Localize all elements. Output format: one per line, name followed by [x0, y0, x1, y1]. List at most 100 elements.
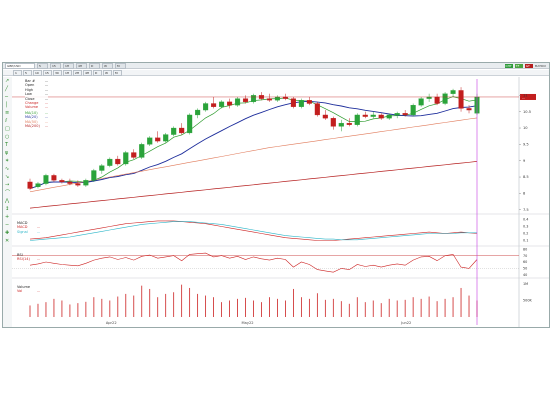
volume-bar: [468, 295, 470, 317]
volume-bar: [165, 293, 167, 317]
symbol-field[interactable]: GBP/USD: [5, 63, 35, 69]
zoom-in-tool-icon[interactable]: +: [5, 214, 10, 220]
candle-body: [59, 180, 65, 183]
ma-label: MA(20): [25, 115, 38, 120]
ohlc-value: ...: [45, 101, 49, 106]
arrow-tool-icon[interactable]: ↗: [5, 78, 10, 84]
ohlc-value: ...: [45, 87, 49, 92]
ohlc-label: Volume: [25, 105, 39, 110]
period-button-w[interactable]: W: [102, 63, 113, 69]
matrix-label[interactable]: MATRIX: [534, 63, 546, 68]
candle-body: [458, 90, 464, 109]
cross-tool-icon[interactable]: ✚: [5, 230, 10, 236]
pitchfork-tool-icon[interactable]: ψ: [5, 150, 9, 156]
volume-bar: [428, 296, 430, 317]
rsi-tick-label: 40: [523, 273, 527, 277]
delete-tool-icon[interactable]: ✕: [5, 238, 10, 244]
ohlc-label: High: [25, 87, 34, 92]
period-button-15[interactable]: 15: [50, 63, 61, 69]
text-tool-icon[interactable]: T: [5, 142, 9, 148]
rsi-value: ...: [37, 257, 41, 262]
ellipse-tool-icon[interactable]: ○: [5, 134, 10, 140]
candle-body: [402, 113, 408, 116]
volume-bar: [293, 288, 294, 317]
tf-30[interactable]: 30: [53, 69, 62, 76]
macd-tick-label: 0.3: [523, 225, 528, 229]
line-tool-icon[interactable]: ╱: [5, 86, 9, 92]
candle-body: [338, 122, 344, 127]
volume-bar: [364, 302, 366, 317]
candle-body: [266, 98, 273, 101]
fib-tool-icon[interactable]: ≡: [5, 110, 10, 116]
zoom-out-tool-icon[interactable]: −: [5, 222, 10, 228]
volume-bar: [101, 298, 103, 317]
candle-body: [442, 93, 448, 104]
tf-1[interactable]: 1: [13, 69, 22, 76]
period-button-4h[interactable]: 4H: [76, 63, 87, 69]
tf-m[interactable]: M: [113, 69, 122, 76]
tf-1h[interactable]: 1H: [63, 69, 72, 76]
candle-body: [234, 98, 241, 106]
cycle-tool-icon[interactable]: ∿: [5, 166, 10, 172]
volume-title: Volume: [17, 285, 31, 289]
measure-tool-icon[interactable]: ↕: [5, 206, 10, 212]
volume-bar: [77, 303, 79, 317]
volume-bar: [452, 297, 454, 317]
candle-body: [426, 96, 432, 99]
gt-badge[interactable]: GT: [524, 63, 533, 68]
volume-bar: [340, 301, 342, 317]
candle-body: [43, 175, 49, 184]
macd-tick-label: 0.4: [523, 218, 528, 222]
volume-bar: [324, 299, 326, 317]
period-button-m[interactable]: M: [115, 63, 126, 69]
tf-4h[interactable]: 4H: [83, 69, 92, 76]
volume-bar: [29, 305, 31, 317]
tf-15[interactable]: 15: [43, 69, 52, 76]
macd-legend: MACD MACD... Signal...: [17, 221, 40, 234]
volume-bar: [221, 302, 222, 317]
candle-body: [195, 109, 201, 116]
chart-canvas[interactable]: ... 11 10.5 10 9.5 9 8.5 8 7.5 0.4 0.3 0.2 0.1 80 70 6…: [12, 77, 549, 327]
hline-tool-icon[interactable]: ─: [5, 94, 9, 100]
candle-body: [322, 114, 328, 119]
ohlc-value: ...: [45, 105, 49, 110]
volume-bar: [436, 301, 438, 317]
arc-tool-icon[interactable]: ⌒: [5, 190, 11, 196]
x-axis-date-label: May22: [242, 321, 254, 325]
fan-tool-icon[interactable]: ⋀: [5, 198, 10, 204]
volume-bar: [300, 297, 302, 317]
macd-signal-line: [29, 221, 477, 241]
candle-body: [35, 183, 41, 188]
cht-badge[interactable]: CHT: [504, 63, 513, 68]
price-tick-label: 10.5: [523, 110, 531, 114]
volume-bar: [125, 293, 127, 317]
candle-body: [107, 158, 113, 166]
tf-badge[interactable]: TF: [514, 63, 523, 68]
period-button-1h[interactable]: 1H: [63, 63, 74, 69]
tf-5[interactable]: 5: [23, 69, 32, 76]
volume-bar: [245, 297, 246, 317]
tf-10[interactable]: 10: [33, 69, 42, 76]
candle-body: [434, 96, 440, 104]
rect-tool-icon[interactable]: □: [5, 126, 10, 132]
vline-tool-icon[interactable]: │: [5, 102, 9, 108]
ray-tool-icon[interactable]: →: [5, 182, 10, 188]
tf-w[interactable]: W: [103, 69, 112, 76]
ohlc-info-box: Bar #... Open... High... Low... Close...…: [25, 79, 49, 110]
price-tick-label: 9.5: [523, 143, 529, 147]
rsi-tick-label: 80: [523, 247, 527, 251]
volume-bar: [69, 304, 71, 317]
gann-tool-icon[interactable]: ✶: [5, 158, 10, 164]
volume-legend: Volume Vol...: [17, 285, 40, 294]
channel-tool-icon[interactable]: ⫽: [5, 118, 8, 124]
candle-body: [171, 127, 177, 135]
candle-body: [91, 170, 97, 181]
trend-tool-icon[interactable]: ↘: [5, 174, 10, 180]
volume-bar: [380, 303, 382, 317]
tf-2h[interactable]: 2H: [73, 69, 82, 76]
period-button-d[interactable]: D: [89, 63, 100, 69]
tf-d[interactable]: D: [93, 69, 102, 76]
volume-bar: [332, 298, 334, 317]
period-button-5[interactable]: 5: [37, 63, 48, 69]
volume-bar: [205, 295, 207, 317]
